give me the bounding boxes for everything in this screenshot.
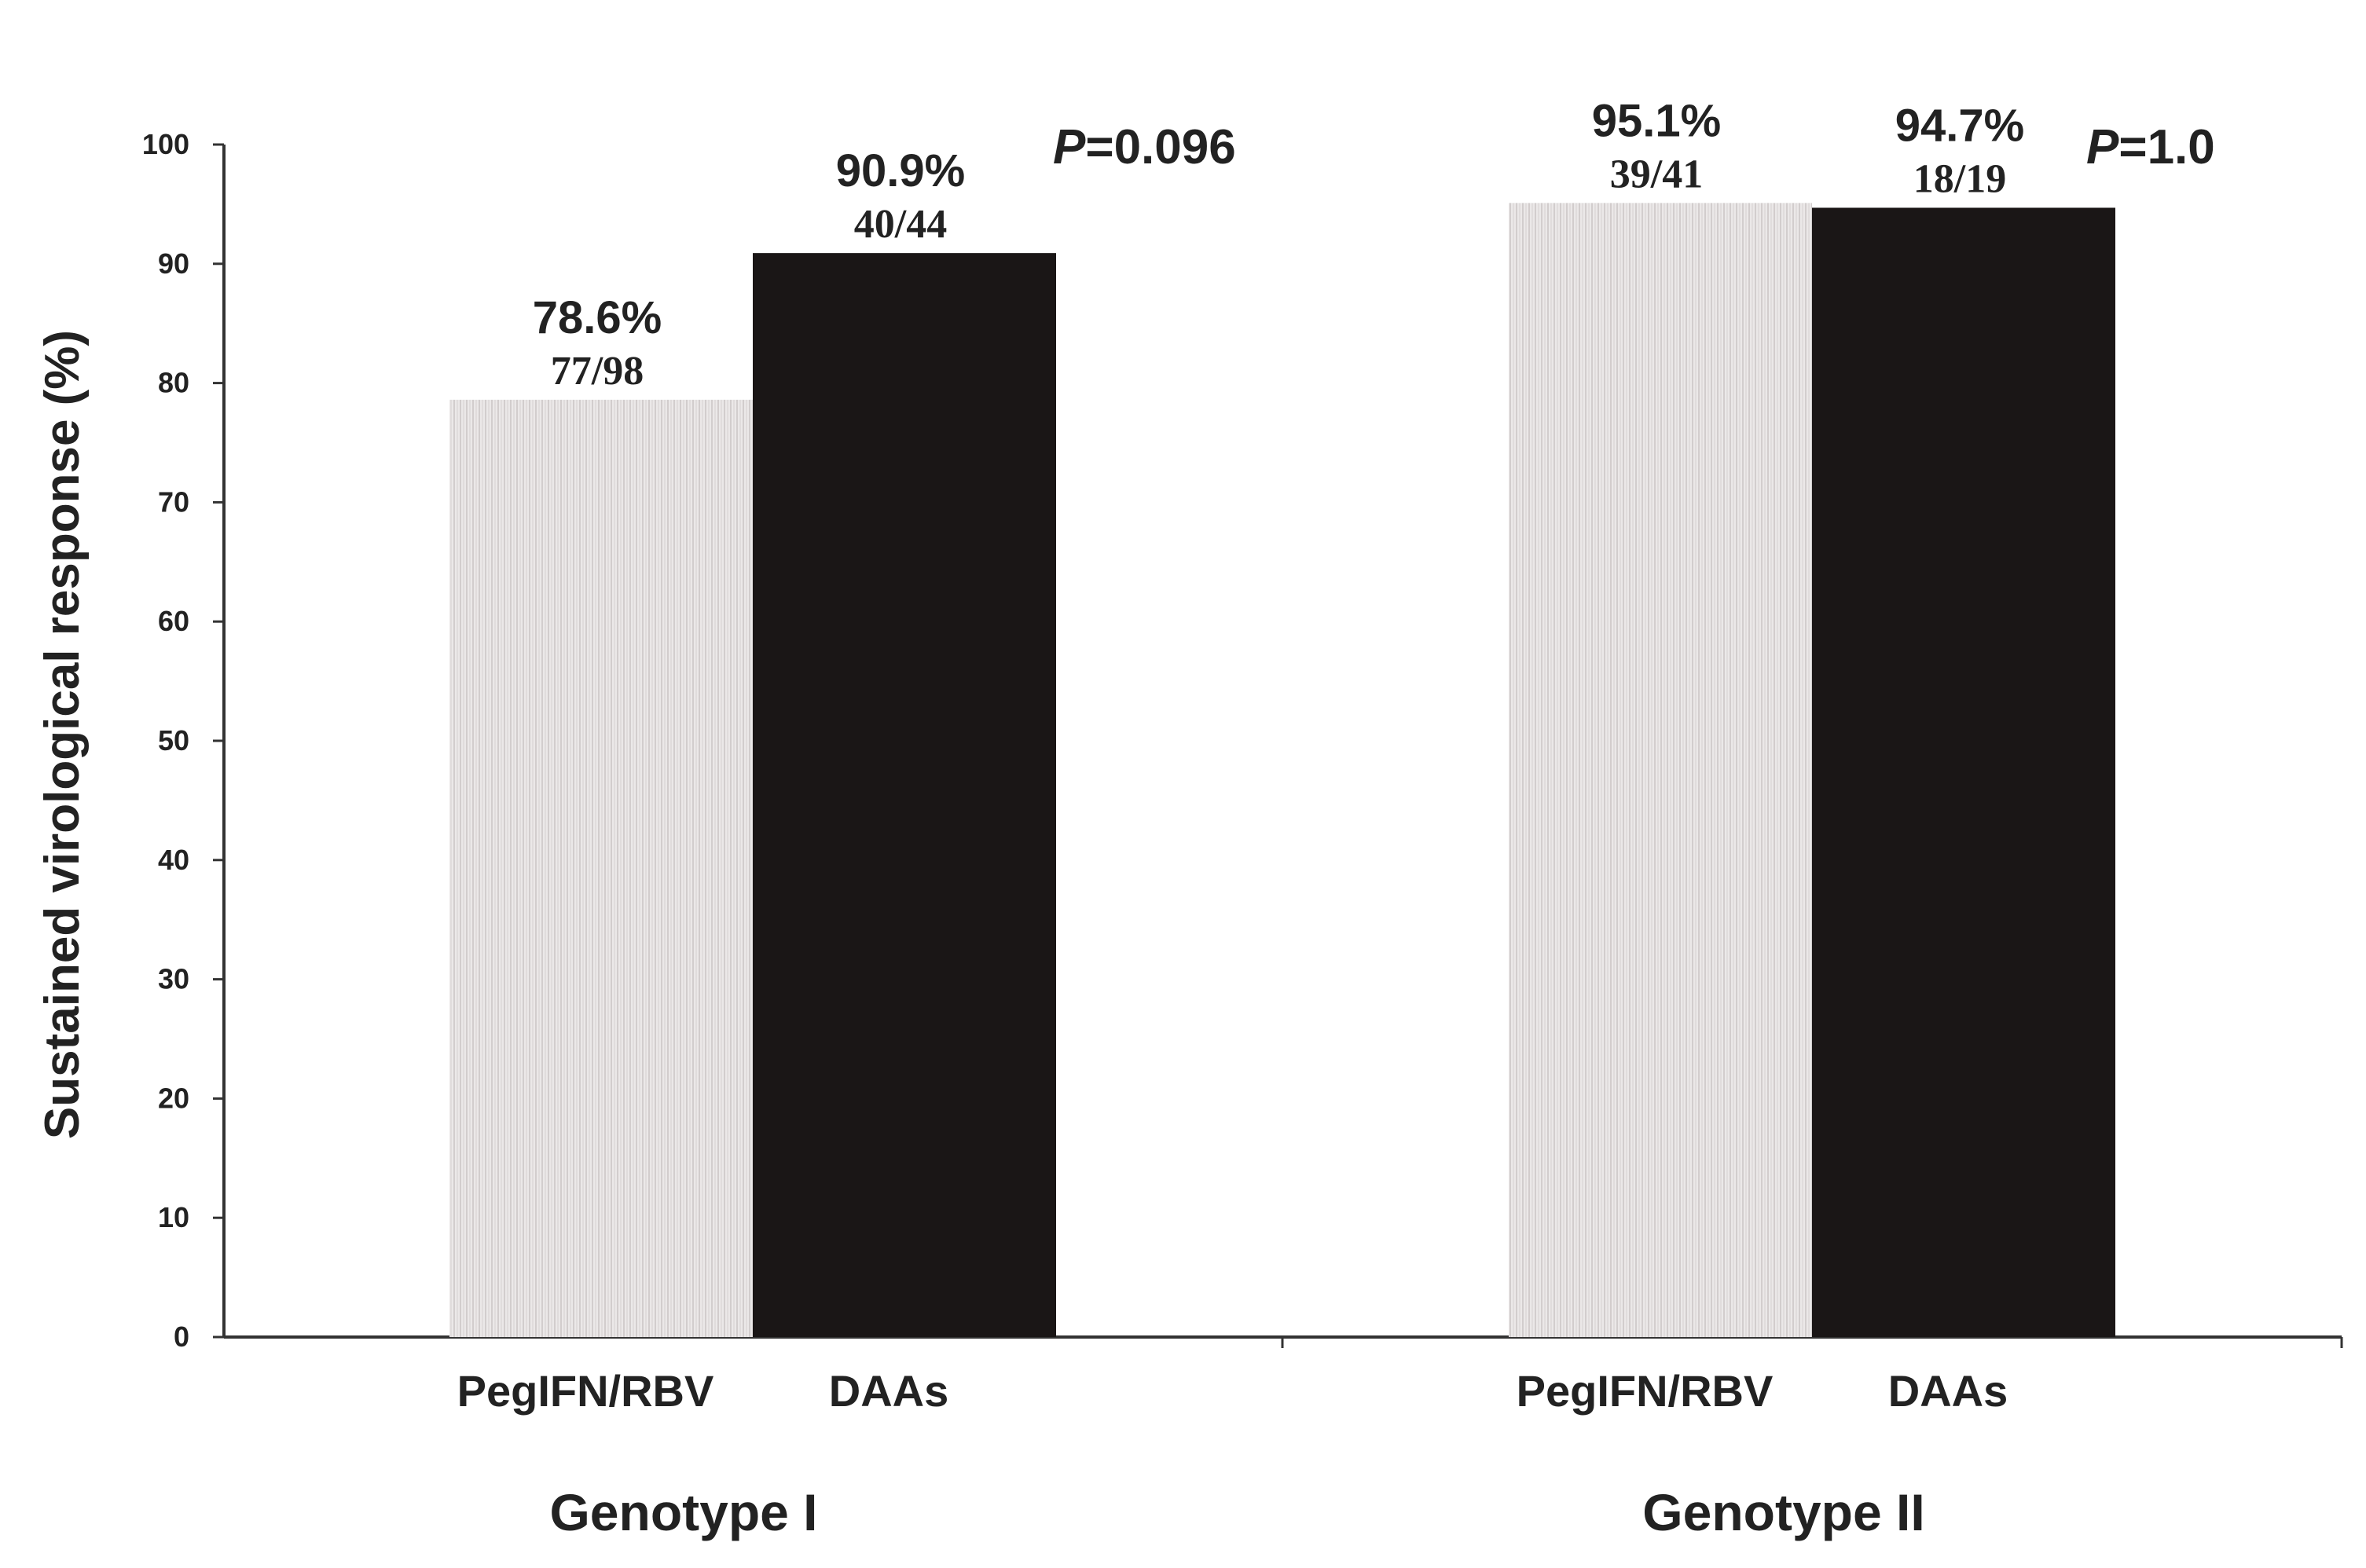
percent-label: 95.1%	[1592, 95, 1721, 146]
p-symbol: P	[2086, 120, 2119, 174]
bar-pegifn-rbv-genotype-1	[449, 399, 753, 1337]
x-tick-label: DAAs	[829, 1366, 948, 1416]
p-value: =1.0	[2118, 120, 2214, 174]
bars	[449, 203, 2115, 1338]
y-tick-label: 70	[158, 485, 189, 518]
y-tick-label: 50	[158, 724, 189, 757]
bar-daas-genotype-2	[1812, 207, 2115, 1338]
bar-daas-genotype-1	[753, 253, 1056, 1338]
bar-pegifn-rbv-genotype-2	[1509, 203, 1812, 1338]
y-tick-label: 100	[142, 128, 189, 160]
fraction-label: 18/19	[1913, 156, 2006, 201]
y-tick-label: 40	[158, 844, 189, 876]
fraction-label: 39/41	[1610, 152, 1703, 196]
fraction-label: 40/44	[854, 202, 947, 247]
fraction-label: 77/98	[551, 349, 644, 394]
percent-label: 90.9%	[836, 145, 965, 196]
x-tick-label: PegIFN/RBV	[457, 1366, 714, 1416]
y-axis-label: Sustained virological response (%)	[35, 330, 90, 1139]
p-value-label: P=0.096	[1053, 120, 1236, 174]
group-label: Genotype II	[1642, 1483, 1924, 1541]
percent-label: 78.6%	[533, 292, 662, 343]
p-value: =0.096	[1085, 120, 1235, 174]
p-symbol: P	[1053, 120, 1086, 174]
y-tick-label: 30	[158, 963, 189, 995]
y-tick-label: 60	[158, 605, 189, 637]
p-value-label: P=1.0	[2086, 120, 2215, 174]
percent-label: 94.7%	[1895, 100, 2024, 151]
y-tick-label: 80	[158, 367, 189, 399]
group-label: Genotype I	[549, 1483, 817, 1541]
x-tick-label: DAAs	[1888, 1366, 2008, 1416]
y-tick-label: 20	[158, 1082, 189, 1114]
x-tick-label: PegIFN/RBV	[1517, 1366, 1774, 1416]
y-tick-label: 0	[174, 1321, 189, 1353]
y-tick-label: 10	[158, 1201, 189, 1233]
y-tick-label: 90	[158, 247, 189, 280]
data-labels: 78.6%77/98PegIFN/RBV90.9%40/44DAAsP=0.09…	[457, 95, 2215, 1541]
